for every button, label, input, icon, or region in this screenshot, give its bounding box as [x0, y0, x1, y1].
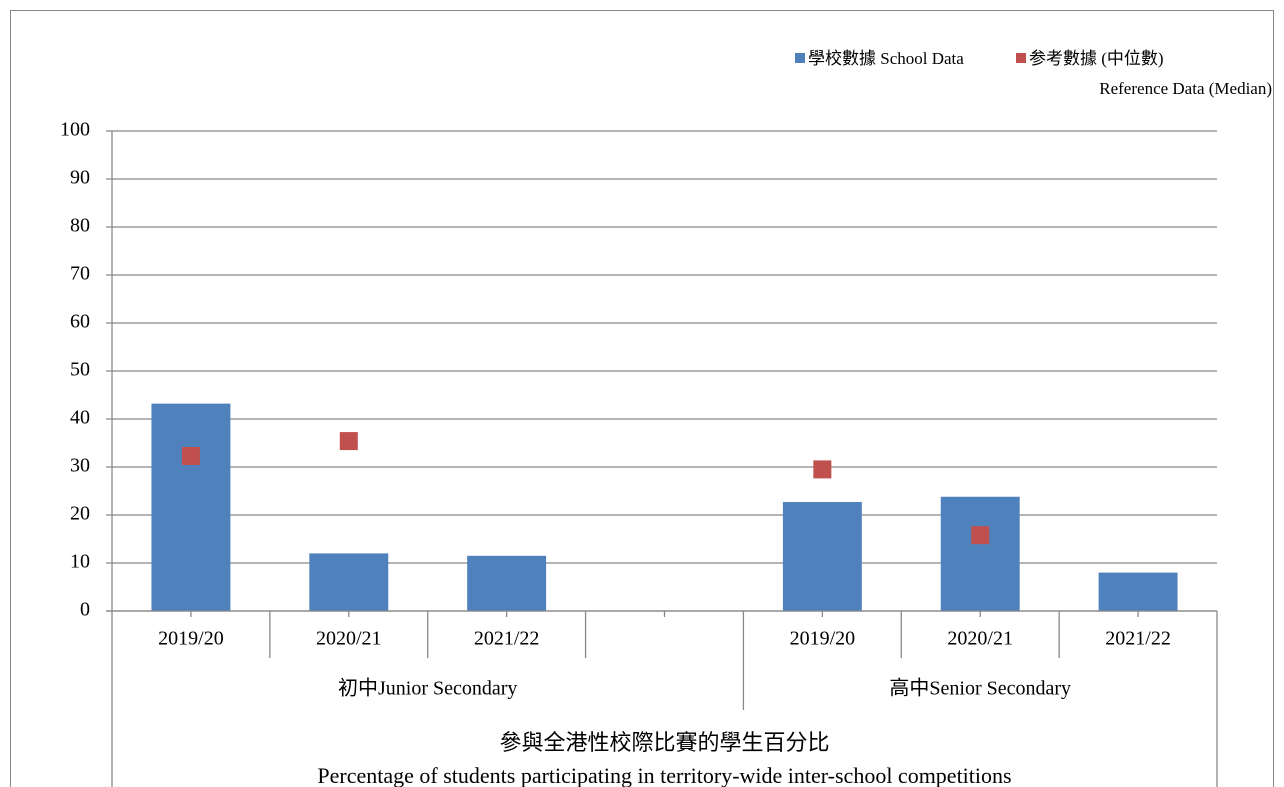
- marker: [971, 526, 990, 545]
- y-tick-label: 100: [60, 119, 90, 141]
- y-tick-label: 20: [70, 503, 90, 525]
- group-label: 高中Senior Secondary: [889, 677, 1071, 700]
- x-tick-label: 2021/22: [474, 628, 540, 650]
- marker: [181, 446, 200, 465]
- group-label: 初中Junior Secondary: [338, 677, 517, 700]
- y-tick-label: 10: [70, 551, 90, 573]
- y-tick-label: 60: [70, 311, 90, 333]
- bar: [467, 555, 547, 611]
- bar: [151, 403, 231, 611]
- y-tick-label: 50: [70, 359, 90, 381]
- x-tick-label: 2019/20: [790, 628, 856, 650]
- chart-title: 參與全港性校際比賽的學生百分比: [499, 730, 829, 755]
- marker: [339, 432, 358, 451]
- bar: [782, 502, 862, 611]
- bar: [309, 553, 389, 611]
- x-tick-label: 2021/22: [1105, 628, 1171, 650]
- marker: [813, 460, 832, 479]
- legend-label: 参考數據 (中位數): [1029, 49, 1164, 68]
- y-tick-label: 0: [80, 599, 90, 621]
- x-tick-label: 2020/21: [947, 628, 1013, 650]
- y-tick-label: 40: [70, 407, 90, 429]
- chart-border: [10, 10, 1274, 787]
- y-tick-label: 70: [70, 263, 90, 285]
- legend-label: 學校數據 School Data: [808, 49, 964, 68]
- legend-label: Reference Data (Median): [1099, 79, 1272, 98]
- chart-title: Percentage of students participating in …: [317, 763, 1011, 787]
- y-tick-label: 90: [70, 167, 90, 189]
- x-tick-label: 2020/21: [316, 628, 382, 650]
- y-tick-label: 80: [70, 215, 90, 237]
- bar: [940, 496, 1020, 611]
- bar: [1098, 572, 1178, 611]
- x-tick-label: 2019/20: [158, 628, 224, 650]
- legend-swatch: [795, 53, 805, 63]
- y-tick-label: 30: [70, 455, 90, 477]
- legend-swatch: [1016, 53, 1026, 63]
